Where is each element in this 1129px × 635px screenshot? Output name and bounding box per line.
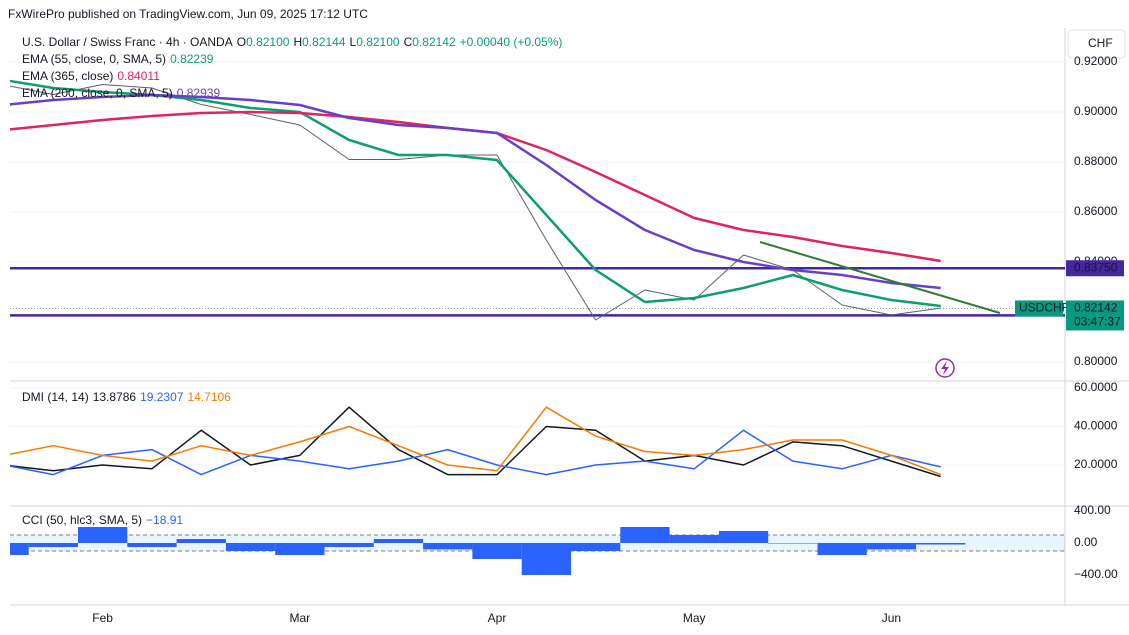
- y-tick-label: 0.92000: [1074, 54, 1118, 68]
- legend-value: 14.7106: [187, 390, 231, 404]
- countdown: 03:47:37: [1074, 315, 1121, 329]
- currency-label: CHF: [1088, 36, 1113, 50]
- x-tick-label: Jun: [882, 611, 901, 625]
- legend: EMA (55, close, 0, SMA, 5) 0.82239: [22, 52, 214, 66]
- y-tick-label: 0.90000: [1074, 104, 1118, 118]
- legend-name: EMA (55, close, 0, SMA, 5): [22, 52, 166, 66]
- level-tag: [1066, 260, 1124, 277]
- cci-bar: [472, 543, 522, 559]
- legend: DMI (14, 14) 13.8786 19.2307 14.7106: [22, 390, 231, 404]
- legend: U.S. Dollar / Swiss Franc · 4h · OANDA O0…: [22, 35, 562, 49]
- legend-value: −18.91: [146, 513, 183, 527]
- last-price-tag: [1066, 300, 1124, 331]
- cci-bar: [10, 543, 29, 555]
- y-tick-label: 400.00: [1074, 503, 1111, 517]
- y-tick-label: −400.00: [1074, 567, 1118, 581]
- publisher: FxWirePro published on TradingView.com, …: [8, 7, 368, 21]
- ohlc-value: 0.82142: [412, 35, 456, 49]
- indicator-line: [10, 429, 941, 476]
- ohlc-value: 0.82100: [356, 35, 400, 49]
- legend: EMA (365, close) 0.84011: [22, 69, 160, 83]
- ohlc-label: C: [404, 35, 413, 49]
- legend-name: EMA (365, close): [22, 69, 113, 83]
- symbol-tag-label: USDCHF: [1019, 301, 1069, 315]
- x-tick-label: Feb: [92, 611, 113, 625]
- cci-bar: [718, 531, 769, 543]
- cci-bar: [423, 543, 473, 550]
- cci-bar: [768, 543, 818, 544]
- cci-bar: [78, 527, 128, 543]
- cci-bar: [669, 535, 719, 543]
- cci-bar: [817, 543, 867, 555]
- cci-bar: [521, 543, 571, 575]
- y-tick-label: 0.88000: [1074, 154, 1118, 168]
- y-tick-label: 40.0000: [1074, 419, 1118, 433]
- cci-bar: [275, 543, 325, 555]
- legend: EMA (200, close, 0, SMA, 5) 0.82939: [22, 86, 220, 100]
- legend-value: 19.2307: [140, 390, 184, 404]
- alert-icon-bolt: [941, 361, 949, 375]
- level-tag-label: 0.83750: [1074, 260, 1118, 274]
- symbol-tag: [1015, 300, 1063, 317]
- indicator-line: [10, 93, 941, 290]
- indicator-line: [10, 406, 941, 476]
- ohlc-label: O: [237, 35, 246, 49]
- legend-value: 13.8786: [93, 390, 137, 404]
- ohlc-label: H: [293, 35, 302, 49]
- y-tick-label: 0.00: [1074, 535, 1098, 549]
- plot-area: [10, 61, 1065, 575]
- legend-value: 0.84011: [117, 69, 160, 83]
- cci-bar: [324, 543, 374, 547]
- legend-name: EMA (200, close, 0, SMA, 5): [22, 86, 173, 100]
- ohlc-label: L: [350, 35, 357, 49]
- cci-bar: [225, 543, 276, 551]
- x-tick-label: Mar: [289, 611, 310, 625]
- symbol-title: U.S. Dollar / Swiss Franc · 4h · OANDA: [22, 35, 233, 49]
- cci-bar: [916, 543, 966, 545]
- y-tick-label: 0.80000: [1074, 354, 1118, 368]
- indicator-line: [10, 406, 941, 478]
- ohlc-value: 0.82100: [246, 35, 290, 49]
- legend-name: DMI (14, 14): [22, 390, 89, 404]
- cci-bar: [866, 543, 917, 550]
- cci-bar: [373, 539, 424, 543]
- currency-button[interactable]: [1067, 29, 1126, 59]
- legend-name: CCI (50, hlc3, SMA, 5): [22, 513, 142, 527]
- legend: CCI (50, hlc3, SMA, 5) −18.91: [22, 513, 183, 527]
- x-tick-label: Apr: [488, 611, 507, 625]
- x-tick-label: May: [683, 611, 706, 625]
- ohlc-value: 0.82144: [302, 35, 346, 49]
- last-price-label: 0.82142: [1074, 301, 1118, 315]
- legend-value: 0.82939: [177, 86, 221, 100]
- legend-value: 0.82239: [170, 52, 214, 66]
- trendline: [759, 241, 1001, 314]
- cci-bar: [620, 527, 670, 543]
- change: +0.00040 (+0.05%): [460, 35, 563, 49]
- cci-bar: [176, 539, 226, 543]
- cci-bar: [571, 543, 621, 551]
- cci-bar: [127, 543, 177, 547]
- y-tick-label: 60.0000: [1074, 380, 1118, 394]
- y-tick-label: 0.86000: [1074, 204, 1118, 218]
- cci-bar: [28, 543, 78, 547]
- y-tick-label: 20.0000: [1074, 457, 1118, 471]
